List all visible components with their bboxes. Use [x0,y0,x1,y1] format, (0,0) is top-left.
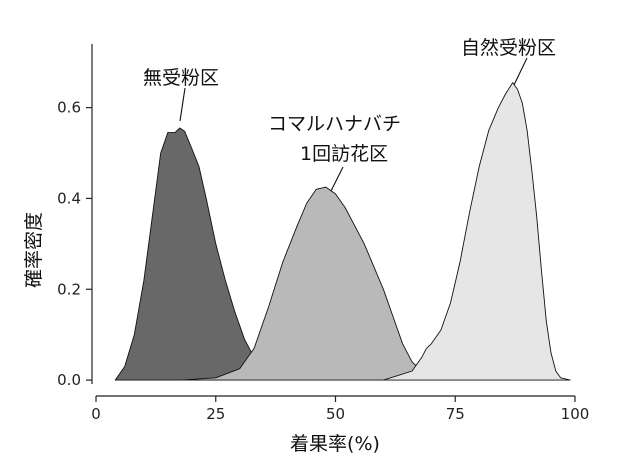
x-axis-title: 着果率(%) [290,433,380,455]
annotation-single-visit-leader [330,166,344,192]
annotation-natural: 自然受粉区 [461,37,556,86]
annotation-single-visit-line2: 1回訪花区 [300,143,388,165]
annotation-unpollinated-label: 無受粉区 [143,67,219,89]
annotation-unpollinated: 無受粉区 [143,67,219,122]
x-tick-label: 75 [446,405,465,423]
y-axis-ticks: 0.0 0.2 0.4 0.6 [57,99,92,389]
y-tick-label: 0.2 [57,280,81,298]
x-tick-label: 50 [326,405,345,423]
density-area-natural [382,82,571,381]
y-axis-title: 確率密度 [23,212,45,288]
annotation-natural-leader [513,57,528,86]
y-tick-label: 0.4 [57,189,81,207]
annotation-natural-label: 自然受粉区 [461,37,556,59]
annotation-single-visit-line1: コマルハナバチ [268,113,401,135]
annotation-single-visit: コマルハナバチ 1回訪花区 [268,113,401,192]
annotation-unpollinated-leader [179,87,186,122]
plot-area [114,82,571,381]
y-tick-label: 0.0 [57,371,81,389]
x-axis-ticks: 0 25 50 75 100 [91,396,589,423]
y-tick-label: 0.6 [57,99,81,117]
x-tick-label: 100 [561,405,590,423]
x-tick-label: 25 [206,405,225,423]
x-tick-label: 0 [91,405,101,423]
